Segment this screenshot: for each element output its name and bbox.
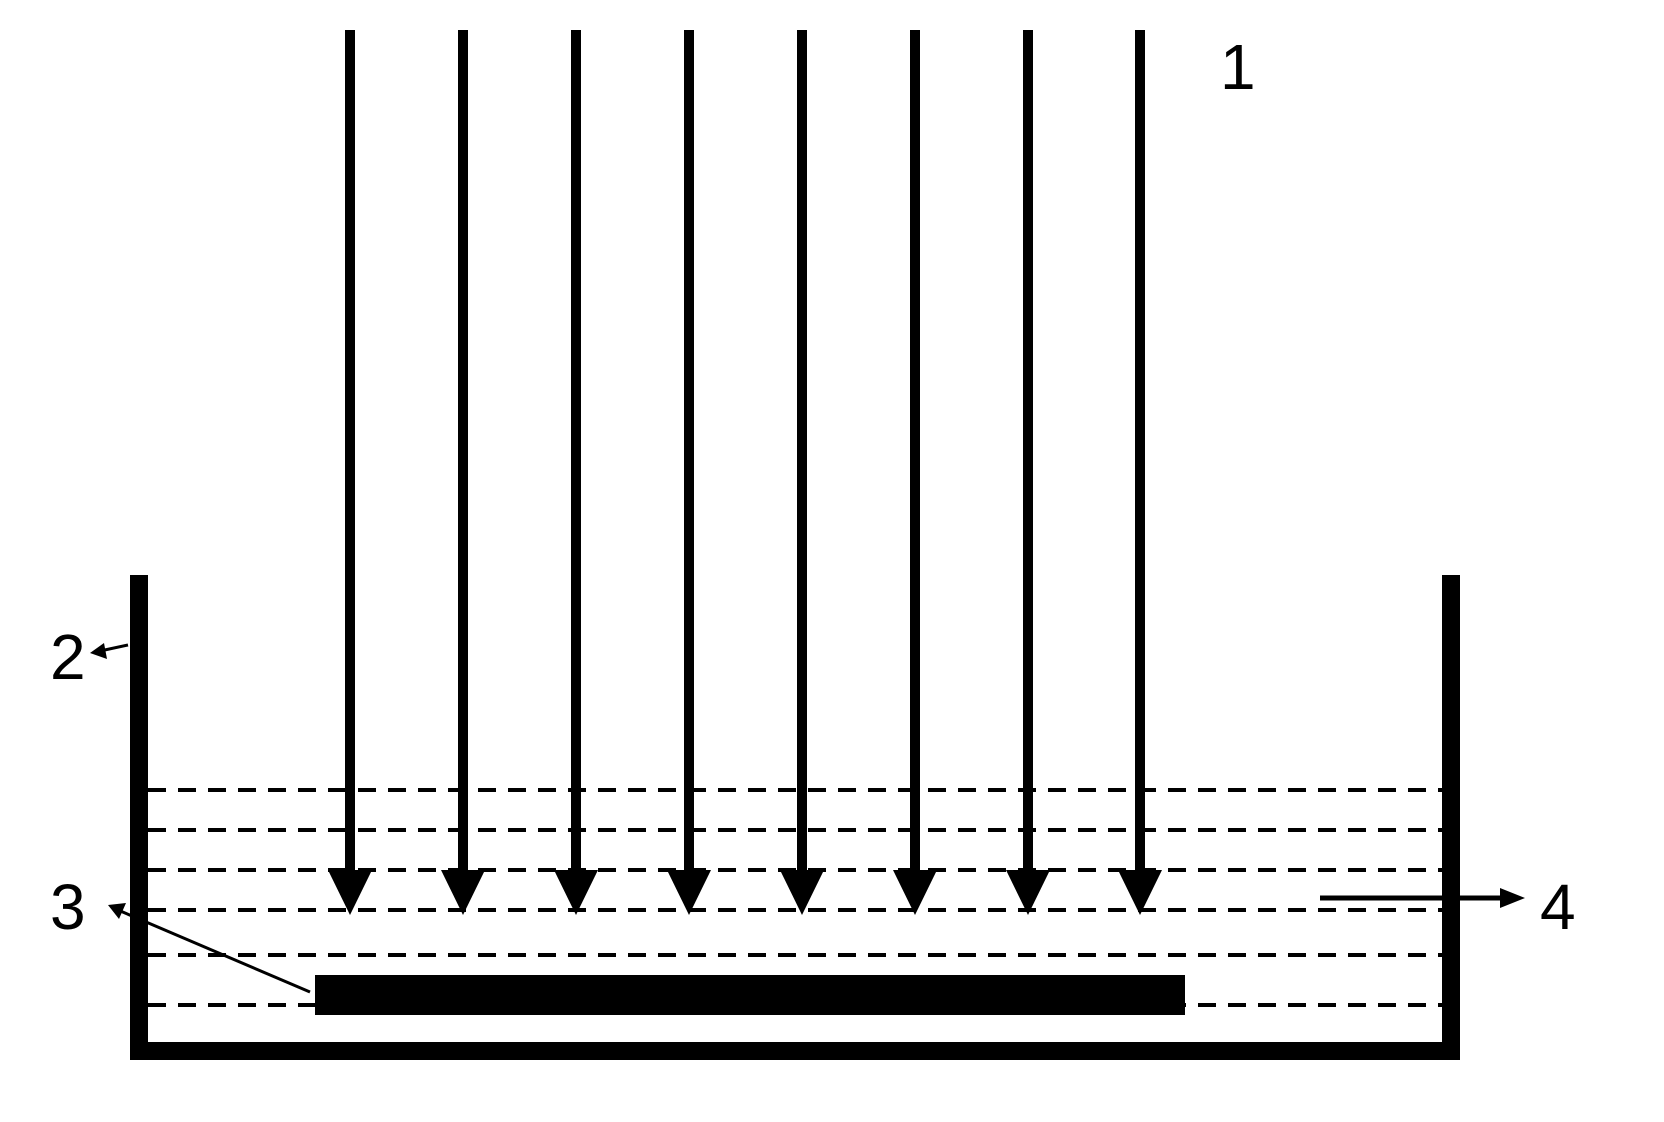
- arrow: [1006, 30, 1050, 915]
- sample-bar: [315, 975, 1185, 1015]
- arrow: [667, 30, 711, 915]
- container-right-wall: [1442, 575, 1460, 1060]
- label-1: 1: [1220, 30, 1256, 104]
- arrow: [328, 30, 372, 915]
- incident-arrows: [328, 30, 1162, 915]
- label-2: 2: [50, 620, 86, 694]
- container-bottom: [130, 1042, 1460, 1060]
- diagram-canvas: [0, 0, 1664, 1122]
- label-4: 4: [1540, 870, 1576, 944]
- arrow: [893, 30, 937, 915]
- label-3: 3: [50, 870, 86, 944]
- arrow: [1118, 30, 1162, 915]
- container-left-wall: [130, 575, 148, 1060]
- leader-arrows: [90, 643, 1525, 992]
- arrow: [780, 30, 824, 915]
- leader-arrow-4: [1320, 888, 1525, 908]
- arrow: [441, 30, 485, 915]
- arrow: [554, 30, 598, 915]
- leader-arrow-2: [90, 643, 128, 659]
